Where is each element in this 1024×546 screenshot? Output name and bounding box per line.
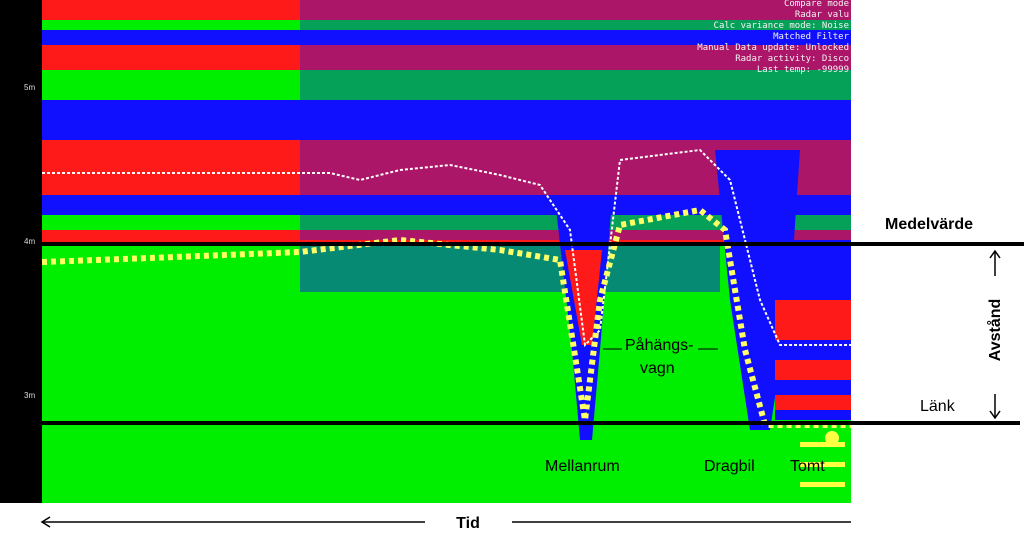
status: Calc variance mode: Noise xyxy=(714,21,849,31)
axis-label: 3m xyxy=(24,391,35,400)
label-gap: Mellanrum xyxy=(545,458,620,475)
status: Radar valu xyxy=(795,10,849,20)
axis-label: 5m xyxy=(24,83,35,92)
label-time: Tid xyxy=(456,515,480,532)
label-truck: Dragbil xyxy=(704,458,755,475)
time-arrow xyxy=(40,516,851,528)
label-trailer: vagn xyxy=(640,360,675,377)
distance-arrows xyxy=(989,249,1001,420)
status: Manual Data update: Unlocked xyxy=(697,43,849,53)
status: Last temp: -99999 xyxy=(757,65,849,75)
label-link: Länk xyxy=(920,398,956,415)
axis-strip xyxy=(0,0,42,503)
status: Compare mode xyxy=(784,0,849,9)
radar-plot xyxy=(41,0,851,503)
label-mean: Medelvärde xyxy=(885,216,973,233)
status: Matched Filter xyxy=(773,32,849,42)
axis-label: 4m xyxy=(24,237,35,246)
overlay-text: Compare mode Radar valu Calc variance mo… xyxy=(697,0,849,75)
status: Radar activity: Disco xyxy=(735,54,849,64)
label-empty: Tomt xyxy=(790,458,825,475)
label-distance: Avstånd xyxy=(986,299,1004,362)
label-trailer: Påhängs- xyxy=(625,336,694,354)
